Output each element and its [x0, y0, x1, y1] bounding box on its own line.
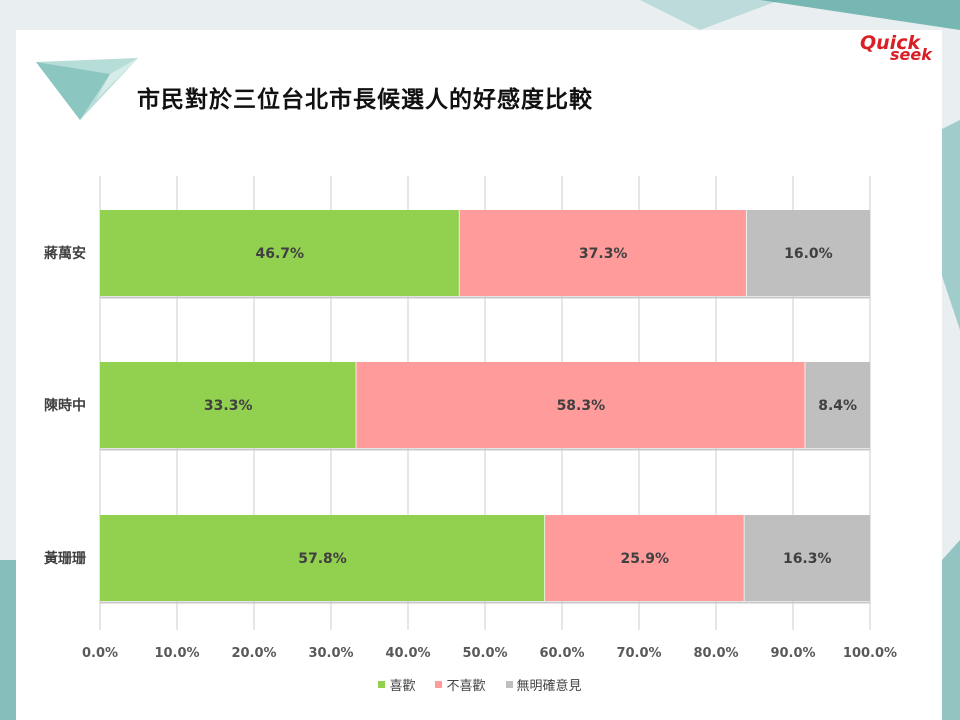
x-tick-label: 30.0%: [308, 646, 353, 661]
x-tick-label: 10.0%: [154, 646, 199, 661]
data-label: 33.3%: [204, 398, 253, 414]
bar-segment: [459, 210, 747, 296]
x-tick-label: 20.0%: [231, 646, 276, 661]
legend-item-like: 喜歡: [378, 675, 415, 694]
data-label: 57.8%: [298, 551, 347, 567]
legend-label-dislike: 不喜歡: [446, 679, 486, 694]
data-label: 25.9%: [620, 551, 669, 567]
legend-swatch-dislike: [435, 681, 443, 688]
bar-segment: [744, 515, 870, 601]
legend-swatch-like: [378, 681, 386, 688]
x-tick-label: 60.0%: [539, 646, 584, 661]
bar-segment: [805, 362, 870, 448]
bar-segment: [356, 362, 806, 448]
data-label: 58.3%: [557, 398, 606, 414]
legend-item-no-opinion: 無明確意見: [505, 675, 582, 694]
data-label: 16.0%: [784, 246, 833, 262]
chart-legend: 喜歡 不喜歡 無明確意見: [0, 675, 960, 694]
category-label: 黃珊珊: [43, 550, 86, 567]
x-tick-label: 40.0%: [385, 646, 430, 661]
x-tick-label: 90.0%: [770, 646, 815, 661]
data-label: 37.3%: [579, 246, 628, 262]
bar-segment: [100, 362, 357, 448]
bar-segment: [746, 210, 870, 296]
data-label: 8.4%: [818, 398, 857, 414]
data-label: 16.3%: [783, 551, 832, 567]
chart-title: 市民對於三位台北市長候選人的好感度比較: [137, 87, 593, 113]
x-tick-label: 70.0%: [616, 646, 661, 661]
legend-label-no-opinion: 無明確意見: [516, 679, 582, 694]
x-tick-label: 50.0%: [462, 646, 507, 661]
legend-item-dislike: 不喜歡: [435, 675, 486, 694]
category-label: 蔣萬安: [44, 245, 86, 262]
legend-label-like: 喜歡: [389, 679, 416, 694]
logo-line-1: Quick: [860, 32, 921, 54]
quickseek-logo: Quick seek: [856, 34, 940, 68]
data-label: 46.7%: [256, 246, 305, 262]
x-tick-label: 100.0%: [843, 646, 897, 661]
bar-segment: [100, 515, 546, 601]
x-tick-label: 80.0%: [693, 646, 738, 661]
x-tick-label: 0.0%: [82, 646, 118, 661]
bar-segment: [100, 210, 460, 296]
bar-segment: [545, 515, 745, 601]
category-label: 陳時中: [44, 397, 86, 414]
logo-line-2: seek: [890, 45, 932, 64]
legend-swatch-no-opinion: [505, 681, 513, 688]
